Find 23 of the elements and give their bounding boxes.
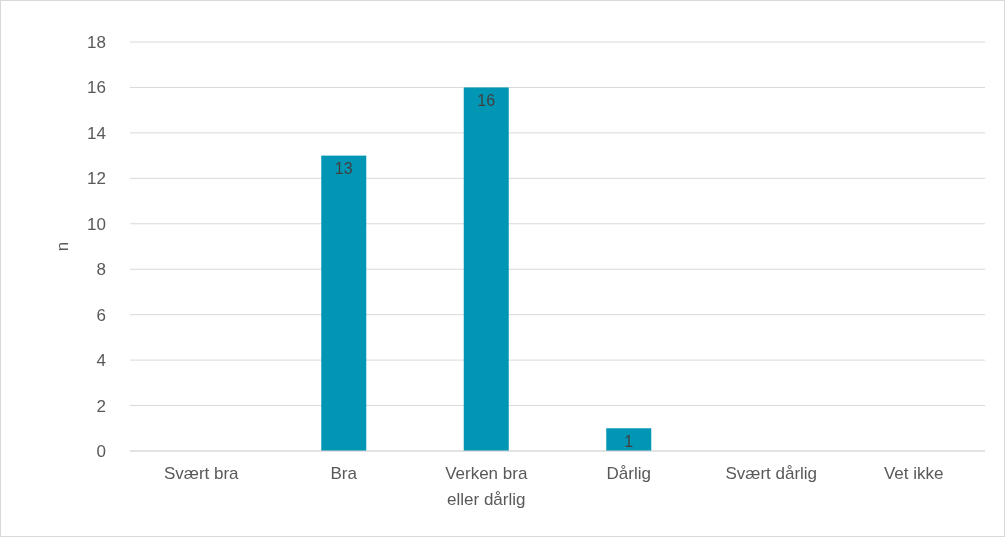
y-tick-label: 14	[87, 123, 106, 143]
data-label: 16	[477, 92, 496, 110]
y-tick-label: 6	[96, 305, 106, 325]
x-tick-label: Dårlig	[606, 464, 651, 483]
x-tick-label: Svært dårlig	[725, 464, 818, 483]
y-tick-label: 2	[96, 396, 106, 416]
y-tick-label: 8	[96, 260, 106, 280]
x-tick-label: Vet ikke	[883, 464, 944, 483]
bar	[463, 87, 509, 451]
y-axis-title: n	[53, 241, 72, 252]
y-tick-label: 16	[87, 78, 106, 98]
y-tick-label: 4	[96, 351, 106, 371]
bar	[321, 155, 367, 451]
y-tick-label: 10	[87, 214, 106, 234]
x-tick-label: Bra	[330, 464, 358, 483]
y-tick-label: 12	[87, 169, 106, 189]
y-tick-label: 18	[87, 32, 106, 52]
data-label: 13	[334, 160, 353, 178]
bar	[606, 428, 652, 451]
data-label: 1	[624, 432, 634, 450]
y-tick-label: 0	[96, 441, 106, 461]
x-tick-label: Svært bra	[163, 464, 240, 483]
x-tick-label: Verken bra eller dårlig	[445, 464, 528, 509]
